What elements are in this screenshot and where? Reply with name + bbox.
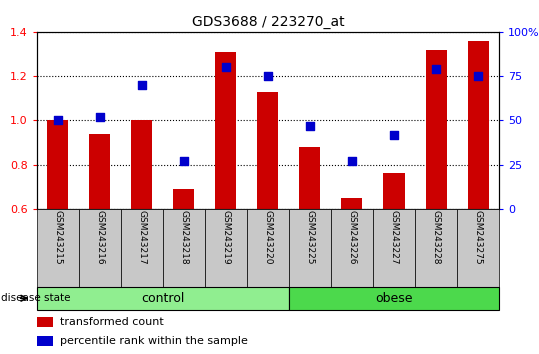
- Text: GSM243219: GSM243219: [222, 210, 230, 265]
- Bar: [342, 198, 363, 209]
- Bar: [79, 209, 121, 289]
- Point: [390, 132, 398, 137]
- Bar: [468, 41, 489, 209]
- Text: GSM243228: GSM243228: [432, 210, 440, 265]
- Point: [264, 73, 272, 79]
- Text: control: control: [141, 292, 184, 305]
- Point: [306, 123, 314, 129]
- Bar: [89, 134, 110, 209]
- Text: GSM243216: GSM243216: [95, 210, 104, 265]
- Bar: [289, 287, 499, 310]
- Bar: [457, 209, 499, 289]
- Text: GSM243220: GSM243220: [264, 210, 272, 265]
- Text: GSM243217: GSM243217: [137, 210, 146, 265]
- Bar: [216, 52, 236, 209]
- Point: [222, 64, 230, 70]
- Text: GSM243275: GSM243275: [474, 210, 482, 265]
- Bar: [37, 209, 79, 289]
- Text: percentile rank within the sample: percentile rank within the sample: [60, 336, 247, 346]
- Text: GSM243218: GSM243218: [179, 210, 188, 265]
- Bar: [37, 336, 53, 346]
- Bar: [289, 209, 331, 289]
- Bar: [331, 209, 373, 289]
- Text: obese: obese: [375, 292, 413, 305]
- Point: [474, 73, 482, 79]
- Text: GSM243227: GSM243227: [390, 210, 398, 265]
- Text: GSM243226: GSM243226: [348, 210, 356, 265]
- Point: [95, 114, 104, 120]
- Bar: [47, 120, 68, 209]
- Text: disease state: disease state: [1, 293, 71, 303]
- Text: GSM243225: GSM243225: [306, 210, 314, 265]
- Point: [179, 158, 188, 164]
- Bar: [205, 209, 247, 289]
- Bar: [132, 120, 152, 209]
- Bar: [37, 287, 289, 310]
- Point: [432, 66, 440, 72]
- Point: [137, 82, 146, 88]
- Text: GSM243215: GSM243215: [53, 210, 62, 265]
- Text: transformed count: transformed count: [60, 317, 163, 327]
- Title: GDS3688 / 223270_at: GDS3688 / 223270_at: [191, 16, 344, 29]
- Bar: [121, 209, 163, 289]
- Bar: [37, 317, 53, 326]
- Bar: [247, 209, 289, 289]
- Bar: [373, 209, 415, 289]
- Bar: [415, 209, 457, 289]
- Bar: [300, 147, 320, 209]
- Bar: [258, 92, 279, 209]
- Bar: [163, 209, 205, 289]
- Bar: [384, 173, 404, 209]
- Bar: [426, 50, 446, 209]
- Point: [53, 118, 62, 123]
- Bar: [174, 189, 195, 209]
- Point: [348, 158, 356, 164]
